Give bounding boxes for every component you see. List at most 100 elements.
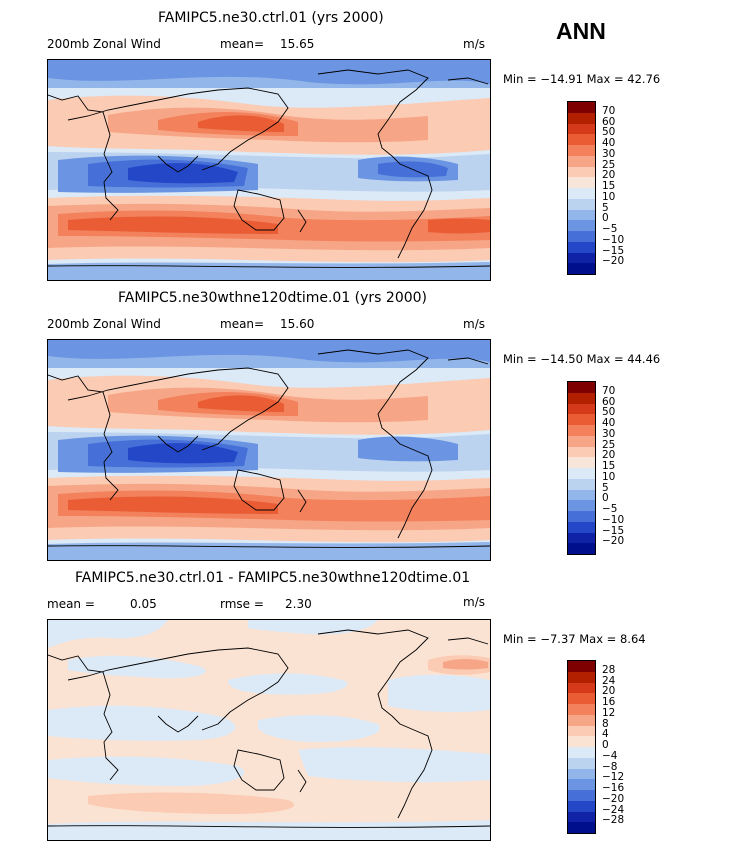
- colorbar-segment: [568, 478, 595, 490]
- colorbar-segment: [568, 177, 595, 188]
- colorbar-segment: [568, 757, 595, 769]
- colorbar-tick-label: 20: [602, 685, 616, 698]
- colorbar-tick-label: 16: [602, 696, 616, 708]
- colorbar-segment: [568, 145, 595, 156]
- season-label: ANN: [556, 18, 606, 44]
- panel2-mean-value: 15.60: [280, 317, 315, 331]
- panel2-colorbar: [567, 381, 596, 555]
- colorbar-segment: [568, 403, 595, 415]
- panel2-title: FAMIPC5.ne30wthne120dtime.01 (yrs 2000): [118, 290, 428, 306]
- colorbar-segment: [568, 779, 595, 790]
- colorbar-segment: [568, 747, 595, 758]
- colorbar-tick-label: 40: [602, 417, 616, 429]
- colorbar-tick-label: −10: [602, 233, 625, 246]
- colorbar-tick-label: 70: [602, 104, 616, 117]
- panel3-rmse-value: 2.30: [285, 597, 312, 611]
- colorbar-tick-label: 25: [602, 438, 616, 451]
- colorbar-segment: [568, 209, 595, 221]
- panel3-coastlines: [48, 629, 490, 828]
- colorbar-segment: [568, 188, 595, 199]
- colorbar-segment: [568, 500, 595, 511]
- panel2-units: m/s: [463, 317, 485, 331]
- panel3-mean-label: mean =: [47, 597, 95, 611]
- panel3-minmax: Min = −7.37 Max = 8.64: [503, 632, 646, 646]
- panel3-diff-field: [48, 620, 490, 840]
- colorbar-segment: [568, 811, 595, 823]
- panel1-colorbar: [567, 101, 596, 275]
- colorbar-tick-label: 10: [602, 190, 616, 203]
- colorbar-segment: [568, 682, 595, 694]
- panel1-units: m/s: [463, 37, 485, 51]
- colorbar-segment: [568, 155, 595, 167]
- colorbar-tick-label: 5: [602, 481, 609, 494]
- panel2-map: [47, 339, 491, 561]
- colorbar-tick-label: −24: [602, 803, 625, 816]
- colorbar-tick-label: −15: [602, 524, 625, 537]
- colorbar-tick-label: −5: [602, 503, 618, 515]
- colorbar-segment: [568, 704, 595, 715]
- panel2-coastlines: [48, 349, 490, 548]
- colorbar-segment: [568, 489, 595, 501]
- colorbar-segment: [568, 220, 595, 231]
- colorbar-tick-label: 24: [602, 674, 616, 687]
- panel1-mean-value: 15.65: [280, 37, 315, 51]
- colorbar-segment: [568, 714, 595, 726]
- colorbar-tick-label: 20: [602, 449, 616, 462]
- panel1-wind-field: [48, 60, 490, 280]
- colorbar-segment: [568, 263, 595, 274]
- colorbar-tick-label: −16: [602, 782, 625, 794]
- panel2-mean-label: mean=: [220, 317, 265, 331]
- panel3-colorbar: [567, 660, 596, 834]
- colorbar-segment: [568, 800, 595, 812]
- colorbar-tick-label: 50: [602, 126, 616, 139]
- colorbar-tick-label: −20: [602, 792, 625, 805]
- colorbar-segment: [568, 521, 595, 533]
- colorbar-segment: [568, 134, 595, 145]
- colorbar-segment: [568, 102, 595, 113]
- colorbar-segment: [568, 446, 595, 458]
- colorbar-tick-label: 10: [602, 470, 616, 483]
- colorbar-segment: [568, 414, 595, 425]
- panel2-wind-field: [48, 340, 490, 560]
- colorbar-tick-label: 28: [602, 663, 616, 676]
- panel1-map-svg: [48, 60, 490, 280]
- panel1-map: [47, 59, 491, 281]
- panel1-title: FAMIPC5.ne30.ctrl.01 (yrs 2000): [158, 10, 384, 26]
- colorbar-segment: [568, 511, 595, 522]
- colorbar-segment: [568, 693, 595, 704]
- colorbar-segment: [568, 123, 595, 135]
- colorbar-tick-label: 20: [602, 169, 616, 182]
- panel3-title: FAMIPC5.ne30.ctrl.01 - FAMIPC5.ne30wthne…: [75, 570, 471, 586]
- panel1-mean-label: mean=: [220, 37, 265, 51]
- colorbar-segment: [568, 198, 595, 210]
- colorbar-tick-label: −12: [602, 771, 625, 784]
- colorbar-tick-label: −15: [602, 244, 625, 257]
- colorbar-segment: [568, 790, 595, 801]
- colorbar-segment: [568, 435, 595, 447]
- colorbar-segment: [568, 457, 595, 468]
- colorbar-tick-label: 40: [602, 137, 616, 149]
- colorbar-segment: [568, 822, 595, 833]
- panel3-units: m/s: [463, 595, 485, 609]
- panel1-variable-label: 200mb Zonal Wind: [47, 37, 161, 51]
- colorbar-segment: [568, 468, 595, 479]
- colorbar-tick-label: 30: [602, 147, 616, 160]
- colorbar-tick-label: 4: [602, 728, 609, 741]
- colorbar-segment: [568, 425, 595, 436]
- panel3-map-svg: [48, 620, 490, 840]
- panel3-mean-value: 0.05: [130, 597, 157, 611]
- colorbar-tick-label: 0: [602, 492, 609, 505]
- colorbar-tick-label: 30: [602, 427, 616, 440]
- colorbar-tick-label: 12: [602, 706, 616, 719]
- colorbar-segment: [568, 112, 595, 124]
- colorbar-segment: [568, 736, 595, 747]
- colorbar-tick-label: 0: [602, 739, 609, 751]
- colorbar-tick-label: 5: [602, 201, 609, 214]
- panel2-minmax: Min = −14.50 Max = 44.46: [503, 352, 661, 366]
- colorbar-segment: [568, 661, 595, 672]
- colorbar-tick-label: −10: [602, 513, 625, 526]
- colorbar-segment: [568, 768, 595, 780]
- panel1-coastlines: [48, 69, 490, 268]
- panel1-minmax: Min = −14.91 Max = 42.76: [503, 72, 661, 86]
- panel3-map: [47, 619, 491, 841]
